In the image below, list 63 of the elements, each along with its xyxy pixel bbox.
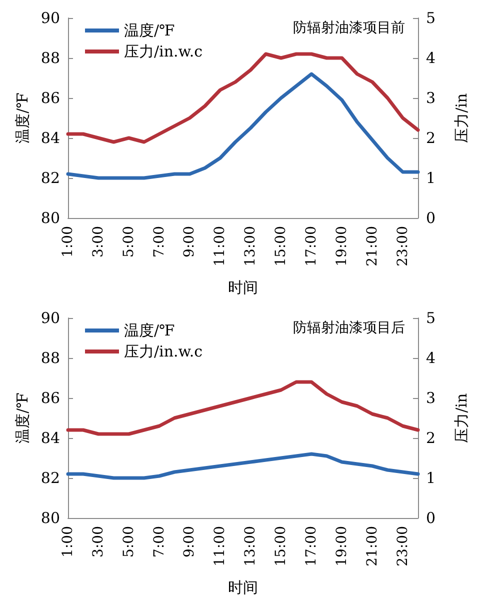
x-tick-label: 17:00 [303,226,320,266]
line-series [66,452,420,480]
y2-tick-label: 2 [426,429,436,447]
x-tick-label: 23:00 [394,526,411,566]
x-tick-label: 3:00 [90,226,106,258]
y-axis-title: 温度/℉ [14,92,32,144]
x-tick-label: 23:00 [394,226,411,266]
y-tick-label: 88 [40,349,60,367]
y-tick-label: 80 [40,509,60,527]
y2-tick-label: 1 [426,169,436,187]
chart-title: 防辐射油漆项目前 [293,20,405,36]
x-tick-label: 7:00 [151,226,168,258]
chart-title: 防辐射油漆项目后 [293,320,405,336]
x-tick-label: 3:00 [90,526,106,558]
line-series [66,380,420,436]
y2-tick-label: 3 [426,89,436,107]
y-tick-label: 86 [40,89,60,107]
line-series [66,72,420,180]
legend-label: 温度/℉ [124,322,176,340]
x-tick-label: 9:00 [182,226,198,258]
y2-tick-label: 2 [426,129,436,147]
x-tick-label: 19:00 [334,226,350,266]
y-tick-label: 84 [40,429,60,447]
y2-tick-label: 4 [426,349,436,367]
x-tick-label: 5:00 [120,526,137,558]
y-axis-title: 温度/℉ [14,392,32,444]
x-tick-label: 21:00 [364,526,380,566]
y2-tick-label: 1 [426,469,436,487]
y2-axis-title: 压力/in [452,392,470,443]
y2-tick-label: 3 [426,389,436,407]
y2-tick-label: 0 [426,509,436,527]
x-tick-label: 17:00 [303,526,320,566]
legend-label: 温度/℉ [124,22,176,40]
x-tick-label: 11:00 [212,526,228,566]
x-tick-label: 15:00 [273,226,290,266]
x-tick-label: 13:00 [242,226,259,266]
y2-tick-label: 4 [426,49,436,67]
x-tick-label: 21:00 [364,226,380,266]
x-tick-label: 9:00 [182,526,198,558]
x-tick-label: 13:00 [242,526,259,566]
x-tick-label: 5:00 [120,226,137,258]
y-tick-label: 88 [40,49,60,67]
y2-axis-title: 压力/in [452,92,470,143]
y-tick-label: 80 [40,209,60,227]
legend-label: 压力/in.w.c [124,42,203,60]
x-tick-label: 7:00 [151,526,168,558]
x-tick-label: 19:00 [334,526,350,566]
y-tick-label: 84 [40,129,60,147]
x-axis-title: 时间 [228,278,258,296]
y-tick-label: 90 [40,9,60,27]
x-tick-label: 15:00 [273,526,290,566]
legend-label: 压力/in.w.c [124,342,203,360]
y2-tick-label: 0 [426,209,436,227]
y-tick-label: 90 [40,309,60,327]
x-tick-label: 11:00 [212,226,228,266]
y-tick-label: 82 [40,469,60,487]
x-axis-title: 时间 [228,578,258,596]
x-tick-label: 1:00 [60,526,76,558]
y-tick-label: 82 [40,169,60,187]
y2-tick-label: 5 [426,309,436,327]
x-tick-label: 1:00 [60,226,76,258]
y2-tick-label: 5 [426,9,436,27]
y-tick-label: 86 [40,389,60,407]
